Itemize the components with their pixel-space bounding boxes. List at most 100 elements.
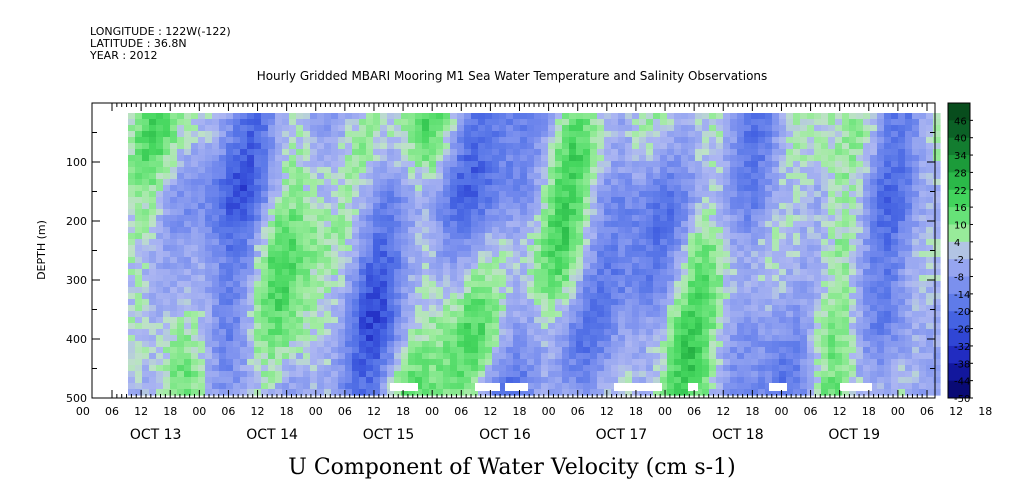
heatmap-cell	[807, 353, 815, 360]
heatmap-cell	[604, 281, 612, 288]
heatmap-cell	[807, 173, 815, 180]
heatmap-cell	[387, 131, 395, 138]
heatmap-cell	[464, 383, 472, 390]
heatmap-cell	[184, 239, 192, 246]
heatmap-cell	[611, 137, 619, 144]
heatmap-cell	[814, 371, 822, 378]
heatmap-cell	[289, 305, 297, 312]
heatmap-cell	[765, 131, 773, 138]
heatmap-cell	[450, 191, 458, 198]
heatmap-cell	[247, 185, 255, 192]
heatmap-cell	[765, 377, 773, 384]
heatmap-cell	[534, 245, 542, 252]
heatmap-cell	[373, 125, 381, 132]
heatmap-cell	[373, 215, 381, 222]
heatmap-cell	[716, 275, 724, 282]
heatmap-cell	[618, 161, 626, 168]
heatmap-cell	[317, 317, 325, 324]
heatmap-cell	[751, 251, 759, 258]
heatmap-cell	[303, 149, 311, 156]
heatmap-cell	[576, 203, 584, 210]
heatmap-cell	[492, 365, 500, 372]
heatmap-cell	[688, 209, 696, 216]
heatmap-cell	[380, 125, 388, 132]
heatmap-cell	[765, 227, 773, 234]
heatmap-cell	[408, 191, 416, 198]
heatmap-cell	[618, 335, 626, 342]
heatmap-cell	[485, 251, 493, 258]
heatmap-cell	[485, 305, 493, 312]
heatmap-cell	[205, 119, 213, 126]
heatmap-cell	[338, 299, 346, 306]
heatmap-cell	[156, 365, 164, 372]
heatmap-cell	[765, 287, 773, 294]
heatmap-cell	[541, 155, 549, 162]
heatmap-cell	[401, 335, 409, 342]
heatmap-cell	[422, 347, 430, 354]
heatmap-cell	[513, 137, 521, 144]
heatmap-cell	[625, 311, 633, 318]
heatmap-cell	[625, 359, 633, 366]
heatmap-cell	[730, 353, 738, 360]
heatmap-cell	[814, 293, 822, 300]
heatmap-cell	[527, 311, 535, 318]
heatmap-cell	[772, 113, 780, 120]
heatmap-cell	[422, 335, 430, 342]
heatmap-cell	[562, 305, 570, 312]
heatmap-cell	[814, 323, 822, 330]
heatmap-cell	[401, 365, 409, 372]
heatmap-cell	[352, 239, 360, 246]
heatmap-cell	[541, 389, 549, 396]
heatmap-cell	[681, 347, 689, 354]
heatmap-cell	[674, 131, 682, 138]
heatmap-cell	[443, 149, 451, 156]
heatmap-cell	[345, 191, 353, 198]
heatmap-cell	[366, 347, 374, 354]
heatmap-cell	[604, 383, 612, 390]
heatmap-cell	[702, 113, 710, 120]
heatmap-cell	[338, 227, 346, 234]
heatmap-cell	[261, 185, 269, 192]
heatmap-cell	[513, 143, 521, 150]
heatmap-cell	[709, 197, 717, 204]
heatmap-cell	[464, 149, 472, 156]
heatmap-cell	[520, 305, 528, 312]
heatmap-cell	[835, 299, 843, 306]
heatmap-cell	[289, 353, 297, 360]
heatmap-cell	[653, 335, 661, 342]
heatmap-cell	[562, 221, 570, 228]
heatmap-cell	[268, 359, 276, 366]
heatmap-cell	[457, 317, 465, 324]
heatmap-cell	[730, 311, 738, 318]
heatmap-cell	[478, 185, 486, 192]
heatmap-cell	[730, 275, 738, 282]
heatmap-cell	[387, 125, 395, 132]
heatmap-cell	[835, 335, 843, 342]
heatmap-cell	[765, 329, 773, 336]
heatmap-cell	[142, 203, 150, 210]
heatmap-cell	[674, 203, 682, 210]
heatmap-cell	[338, 245, 346, 252]
heatmap-cell	[688, 227, 696, 234]
heatmap-cell	[366, 191, 374, 198]
heatmap-cell	[779, 155, 787, 162]
heatmap-cell	[625, 281, 633, 288]
heatmap-cell	[793, 185, 801, 192]
heatmap-cell	[184, 263, 192, 270]
heatmap-cell	[457, 365, 465, 372]
heatmap-cell	[338, 155, 346, 162]
heatmap-cell	[429, 281, 437, 288]
heatmap-cell	[394, 371, 402, 378]
heatmap-cell	[723, 149, 731, 156]
heatmap-cell	[128, 167, 136, 174]
heatmap-cell	[730, 305, 738, 312]
heatmap-cell	[730, 191, 738, 198]
heatmap-cell	[240, 377, 248, 384]
heatmap-cell	[177, 287, 185, 294]
heatmap-cell	[331, 341, 339, 348]
heatmap-cell	[226, 305, 234, 312]
heatmap-cell	[457, 275, 465, 282]
heatmap-cell	[779, 251, 787, 258]
heatmap-cell	[387, 347, 395, 354]
heatmap-cell	[723, 251, 731, 258]
